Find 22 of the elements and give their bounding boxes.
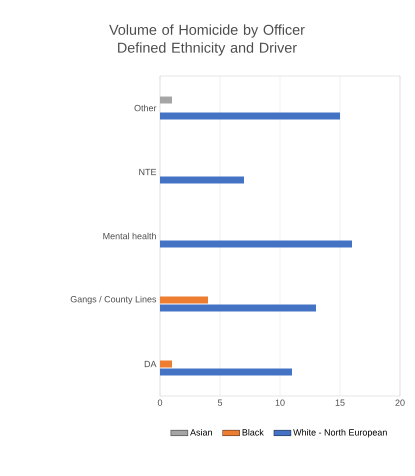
y-tick-label: DA — [144, 360, 156, 368]
x-tick-label: 0 — [158, 400, 162, 406]
bar — [160, 112, 340, 120]
bar — [160, 368, 292, 376]
bar — [160, 240, 352, 248]
x-tick-label: 15 — [336, 400, 345, 406]
x-tick-label: 10 — [276, 400, 285, 406]
legend-label: White - North European — [293, 428, 387, 438]
y-tick-label: Mental health — [103, 232, 156, 240]
bar — [160, 304, 316, 312]
bar — [160, 176, 244, 184]
x-tick-label: 20 — [395, 400, 405, 406]
bar — [160, 360, 172, 368]
y-tick-label: NTE — [139, 168, 156, 176]
y-tick-label: Other — [134, 104, 156, 112]
x-tick-label: 5 — [218, 400, 222, 406]
bar — [160, 96, 172, 104]
legend-label: Black — [242, 428, 264, 436]
y-tick-label: Gangs / County Lines — [70, 296, 156, 304]
chart-title: Volume of Homicide by Officer Defined Ethnicity and Driver — [109, 24, 305, 56]
legend-label: Asian — [190, 428, 212, 436]
bar — [160, 296, 208, 304]
